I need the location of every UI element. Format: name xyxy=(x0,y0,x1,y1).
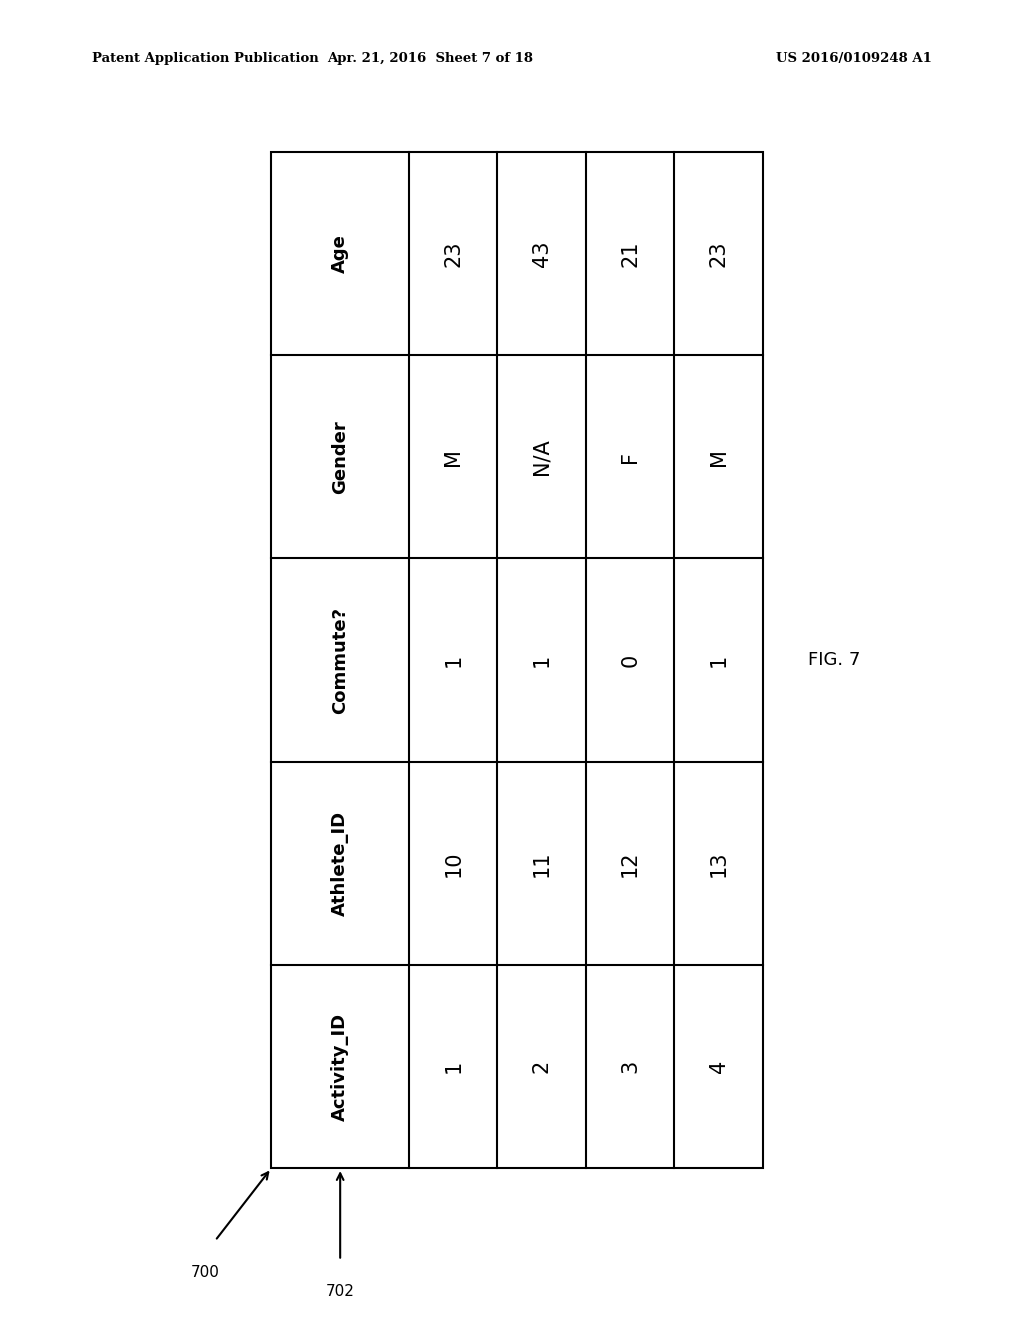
Text: F: F xyxy=(621,450,640,463)
Text: 3: 3 xyxy=(621,1060,640,1073)
Text: 702: 702 xyxy=(326,1284,354,1299)
Text: 43: 43 xyxy=(531,240,552,267)
Text: Apr. 21, 2016  Sheet 7 of 18: Apr. 21, 2016 Sheet 7 of 18 xyxy=(327,51,534,65)
Text: M: M xyxy=(709,447,729,466)
Text: 10: 10 xyxy=(443,850,463,876)
Text: 700: 700 xyxy=(190,1265,219,1279)
Text: Commute?: Commute? xyxy=(331,606,349,714)
Text: 1: 1 xyxy=(443,653,463,667)
Text: 4: 4 xyxy=(709,1060,729,1073)
Text: Activity_ID: Activity_ID xyxy=(331,1012,349,1121)
Text: 12: 12 xyxy=(621,850,640,876)
Text: 23: 23 xyxy=(709,240,729,267)
Text: 1: 1 xyxy=(531,653,552,667)
Text: FIG. 7: FIG. 7 xyxy=(808,651,861,669)
Text: US 2016/0109248 A1: US 2016/0109248 A1 xyxy=(776,51,932,65)
Text: 11: 11 xyxy=(531,850,552,876)
Text: 1: 1 xyxy=(709,653,729,667)
Text: 1: 1 xyxy=(443,1060,463,1073)
Text: 21: 21 xyxy=(621,240,640,267)
Text: Gender: Gender xyxy=(331,420,349,494)
Text: 23: 23 xyxy=(443,240,463,267)
Text: Patent Application Publication: Patent Application Publication xyxy=(92,51,318,65)
Text: M: M xyxy=(443,447,463,466)
Text: 0: 0 xyxy=(621,653,640,667)
Bar xyxy=(271,152,763,1168)
Text: Age: Age xyxy=(331,234,349,273)
Text: N/A: N/A xyxy=(531,438,552,475)
Text: 13: 13 xyxy=(709,850,729,876)
Text: 2: 2 xyxy=(531,1060,552,1073)
Text: Athlete_ID: Athlete_ID xyxy=(331,810,349,916)
